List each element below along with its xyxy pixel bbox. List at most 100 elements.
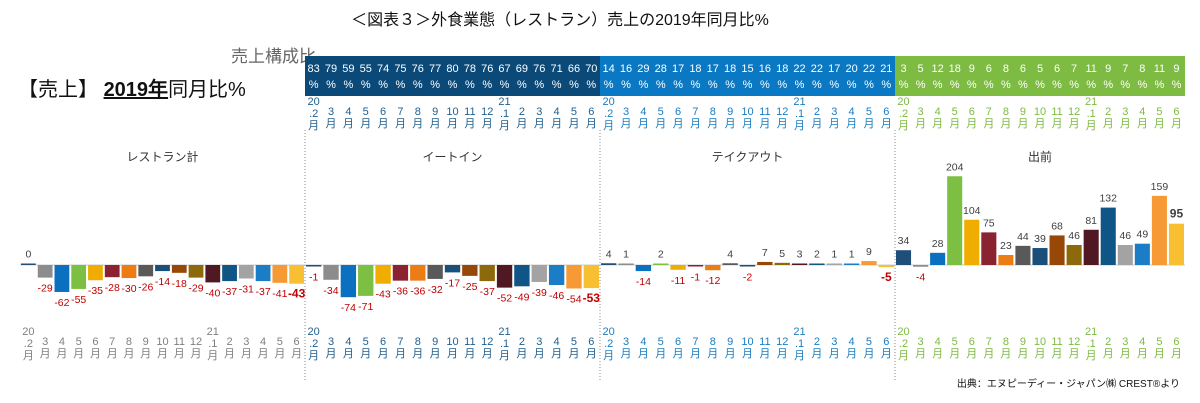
data-label: -14 [155, 276, 170, 288]
share-percent-sign: % [847, 79, 857, 91]
data-label: 46 [1068, 230, 1080, 242]
share-value: 66 [568, 63, 580, 75]
data-label: -34 [323, 285, 338, 297]
data-label: -32 [428, 284, 443, 296]
bar [427, 265, 443, 279]
share-percent-sign: % [430, 79, 440, 91]
share-percent-sign: % [1172, 79, 1182, 91]
bottom-month-label: 11 月 [1051, 336, 1062, 360]
bar [238, 265, 254, 279]
share-value: 29 [637, 63, 649, 75]
top-month-label: 11 月 [1051, 106, 1062, 130]
bottom-month-label: 10 月 [156, 336, 168, 360]
chart-title: ＜図表３＞外食業態（レストラン）売上の2019年同月比% [351, 11, 769, 29]
bottom-month-label: 21.1 月 [1085, 326, 1097, 362]
share-value: 67 [498, 63, 510, 75]
bar [1015, 245, 1031, 265]
share-percent-sign: % [1052, 79, 1062, 91]
bar [601, 263, 617, 265]
bar [774, 262, 790, 265]
bar [1168, 223, 1184, 265]
share-percent-sign: % [500, 79, 510, 91]
bar [896, 250, 912, 265]
data-label: 1 [623, 249, 629, 261]
share-percent-sign: % [309, 79, 319, 91]
data-label: -55 [71, 294, 86, 306]
bar [410, 265, 426, 281]
bar [171, 265, 187, 273]
data-label: -74 [341, 302, 356, 314]
data-label: 132 [1099, 193, 1117, 205]
data-label: 5 [779, 248, 785, 260]
bar [998, 254, 1014, 265]
bar [947, 176, 963, 265]
bar [462, 265, 478, 276]
bar [964, 219, 980, 265]
data-label: -62 [54, 297, 69, 309]
bar [1151, 195, 1167, 265]
data-label: 75 [983, 217, 995, 229]
data-label: -53 [583, 291, 601, 305]
bottom-month-label: 21.1 月 [207, 326, 219, 362]
data-label: 1 [849, 249, 855, 261]
share-value: 7 [1071, 63, 1077, 75]
share-percent-sign: % [638, 79, 648, 91]
side-title: 【売上】 2019年同月比% [18, 77, 246, 101]
bar [1134, 243, 1150, 265]
share-value: 18 [949, 63, 961, 75]
bar [618, 263, 634, 265]
share-value: 3 [900, 63, 906, 75]
share-value: 12 [932, 63, 944, 75]
top-month-label: 10 月 [741, 106, 753, 130]
bar [981, 232, 997, 265]
share-percent-sign: % [534, 79, 544, 91]
share-percent-sign: % [1001, 79, 1011, 91]
data-label: -35 [88, 285, 103, 297]
share-percent-sign: % [343, 79, 353, 91]
share-percent-sign: % [569, 79, 579, 91]
bar [138, 265, 154, 277]
data-label: -29 [38, 283, 53, 295]
share-label: 売上構成比 [231, 47, 316, 66]
data-label: -43 [375, 289, 390, 301]
data-label: -52 [497, 293, 512, 305]
bottom-month-label: 12 月 [190, 336, 202, 360]
bottom-month-label: 12 月 [776, 336, 788, 360]
panel-title: イートイン [422, 150, 482, 164]
share-value: 76 [412, 63, 424, 75]
share-value: 17 [828, 63, 840, 75]
share-value: 76 [533, 63, 545, 75]
share-value: 76 [481, 63, 493, 75]
share-percent-sign: % [1137, 79, 1147, 91]
bar [826, 263, 842, 265]
panel-title: 出前 [1028, 149, 1052, 164]
share-percent-sign: % [378, 79, 388, 91]
